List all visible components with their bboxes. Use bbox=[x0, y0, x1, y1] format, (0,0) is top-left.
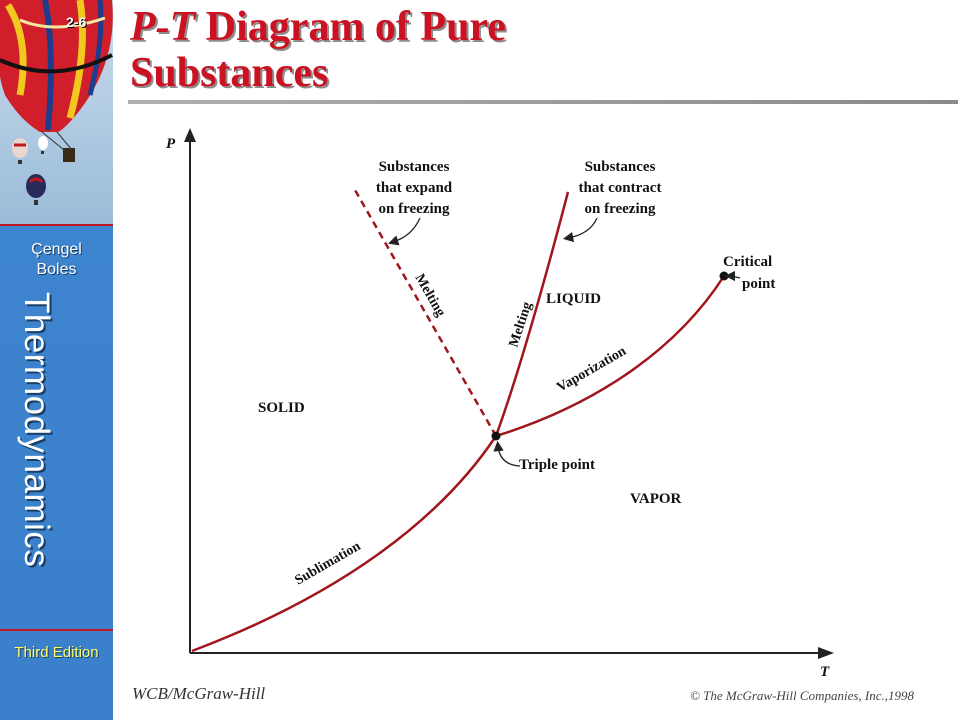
axis-label-t: T bbox=[820, 664, 830, 680]
small-balloon-icon bbox=[12, 138, 28, 164]
page-title: P-T Diagram of Pure Substances bbox=[130, 4, 506, 96]
label-triple-point: Triple point bbox=[519, 457, 595, 473]
critical-point-arrow-icon bbox=[724, 270, 741, 282]
label-melting-expand: Melting bbox=[412, 272, 448, 320]
expand-arrow-icon bbox=[388, 217, 421, 246]
melting-curve-contract bbox=[494, 191, 570, 437]
sidebar-divider bbox=[0, 224, 113, 226]
label-critical-line1: Critical bbox=[723, 254, 772, 270]
sidebar: 2-6 Çengel Boles Thermodynamics Third Ed… bbox=[0, 0, 113, 720]
copyright: © The McGraw-Hill Companies, Inc.,1998 bbox=[690, 688, 914, 703]
slide-number: 2-6 bbox=[66, 14, 87, 30]
sidebar-divider bbox=[0, 629, 113, 631]
sublimation-curve bbox=[191, 435, 498, 653]
contract-line1: Substances bbox=[585, 159, 656, 175]
small-balloon-icon bbox=[26, 174, 46, 205]
expand-line2: that expand bbox=[376, 180, 453, 196]
critical-point-marker bbox=[719, 271, 729, 281]
label-vaporization: Vaporization bbox=[555, 344, 630, 396]
title-italic: P-T bbox=[130, 4, 196, 50]
author-names: Çengel Boles bbox=[0, 240, 113, 280]
hot-air-balloon-image bbox=[0, 0, 113, 225]
triple-point-marker bbox=[491, 431, 501, 441]
vaporization-curve bbox=[495, 275, 726, 438]
contract-line3: on freezing bbox=[585, 201, 656, 217]
p-axis-arrow-icon bbox=[184, 128, 196, 142]
region-solid: SOLID bbox=[258, 400, 305, 416]
small-balloon-icon bbox=[38, 136, 48, 154]
book-title: Thermodynamics bbox=[17, 292, 56, 568]
melting-curve-expand bbox=[353, 189, 498, 437]
title-line2: Substances bbox=[130, 50, 329, 96]
edition-label: Third Edition bbox=[14, 644, 99, 661]
author-boles: Boles bbox=[36, 261, 77, 278]
expand-line1: Substances bbox=[379, 159, 450, 175]
author-cengel: Çengel bbox=[31, 241, 82, 258]
balloon-icon bbox=[0, 0, 113, 162]
region-vapor: VAPOR bbox=[630, 491, 682, 507]
pt-diagram: P T SOLID LIQUID VAPOR Sublimation Vapor… bbox=[166, 128, 834, 680]
label-critical-line2: point bbox=[742, 276, 775, 292]
expand-line3: on freezing bbox=[379, 201, 450, 217]
t-axis-arrow-icon bbox=[818, 647, 834, 659]
region-liquid: LIQUID bbox=[546, 291, 601, 307]
triple-point-arrow-icon bbox=[493, 440, 521, 467]
publisher: WCB/McGraw-Hill bbox=[132, 684, 266, 703]
title-divider bbox=[128, 100, 958, 104]
contract-line2: that contract bbox=[579, 180, 662, 196]
title-rest: Diagram of Pure bbox=[195, 4, 506, 50]
contract-arrow-icon bbox=[562, 217, 598, 243]
axis-label-p: P bbox=[166, 136, 176, 152]
label-sublimation: Sublimation bbox=[293, 539, 364, 589]
